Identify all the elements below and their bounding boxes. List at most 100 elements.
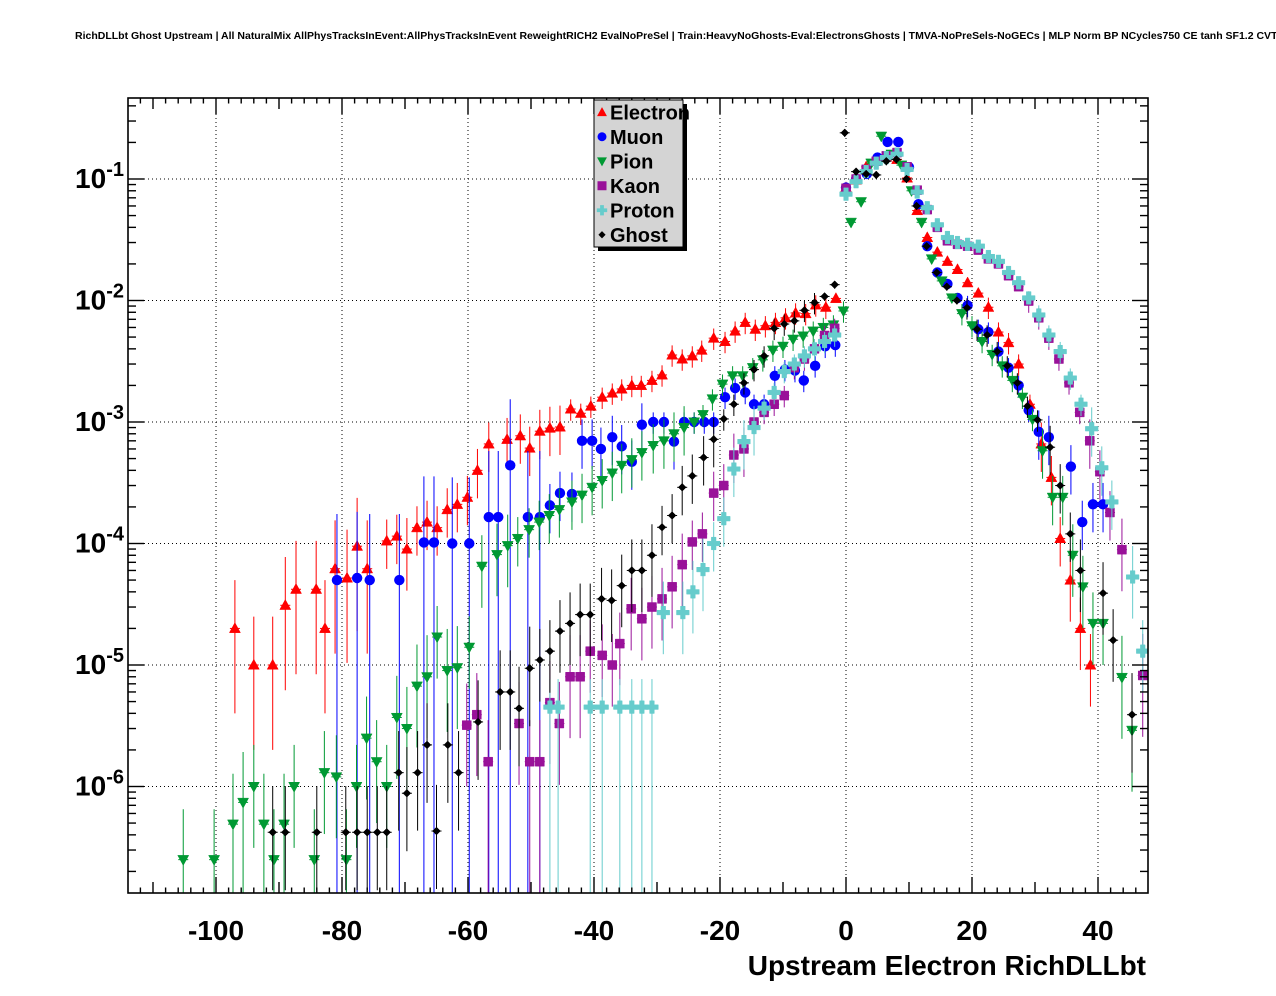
marker-pion	[596, 476, 609, 487]
legend-item-proton: Proton	[596, 200, 674, 222]
marker-electron	[635, 379, 648, 390]
marker-proton	[849, 175, 863, 189]
marker-kaon	[554, 718, 565, 729]
series-kaon	[461, 147, 1148, 893]
marker-pion	[1066, 550, 1079, 562]
marker-pion	[817, 322, 830, 334]
marker-proton	[930, 218, 944, 232]
marker-electron	[686, 349, 699, 361]
marker-ghost	[1108, 635, 1118, 645]
marker-ghost	[688, 471, 697, 481]
marker-pion	[257, 819, 270, 831]
marker-pion	[615, 460, 628, 472]
legend-marker-muon	[597, 132, 607, 142]
y-tick-label: 10-5	[75, 645, 124, 680]
marker-electron	[554, 420, 566, 432]
marker-ghost	[830, 280, 839, 289]
marker-kaon	[626, 604, 636, 614]
data-points	[177, 128, 1148, 893]
marker-electron	[1064, 573, 1077, 585]
marker-pion	[625, 455, 638, 466]
marker-ghost	[268, 828, 277, 837]
marker-electron	[421, 515, 433, 527]
marker-electron	[1074, 622, 1087, 633]
marker-kaon	[472, 709, 482, 720]
marker-pion	[227, 819, 239, 831]
marker-ghost	[942, 282, 952, 291]
marker-ghost	[627, 566, 637, 575]
marker-proton	[717, 512, 731, 526]
marker-pion	[308, 855, 321, 866]
legend-box	[593, 99, 684, 248]
marker-pion	[511, 533, 524, 545]
marker-pion	[350, 782, 363, 793]
marker-muon	[607, 431, 618, 443]
marker-electron	[482, 437, 495, 449]
legend-marker-proton	[596, 205, 608, 216]
marker-ghost	[373, 828, 382, 837]
marker-pion	[421, 672, 433, 684]
marker-electron	[564, 402, 577, 414]
marker-proton	[727, 462, 741, 476]
marker-muon	[522, 511, 534, 523]
plot-title: RichDLLbt Ghost Upstream | All NaturalMi…	[75, 30, 1276, 42]
marker-ghost	[362, 828, 372, 837]
marker-pion	[586, 482, 599, 494]
y-tick-label: 10-2	[75, 281, 124, 316]
marker-ghost	[565, 619, 575, 628]
marker-kaon	[1105, 507, 1115, 518]
marker-kaon	[615, 638, 625, 649]
marker-proton	[787, 357, 801, 371]
legend-marker-pion	[597, 157, 607, 167]
marker-electron	[625, 379, 638, 390]
marker-muon	[447, 538, 458, 549]
marker-ghost	[454, 768, 463, 777]
marker-ghost	[892, 155, 901, 164]
legend-item-ghost: Ghost	[598, 225, 668, 247]
marker-ghost	[820, 292, 829, 301]
marker-proton	[1022, 291, 1036, 305]
marker-pion	[777, 341, 789, 353]
marker-muon	[809, 360, 821, 372]
legend-marker-kaon	[597, 181, 607, 191]
marker-ghost	[932, 268, 941, 277]
marker-pion	[935, 276, 948, 288]
marker-electron	[707, 331, 720, 343]
marker-electron	[719, 335, 731, 346]
marker-muon	[636, 419, 648, 430]
marker-pion	[411, 681, 423, 693]
marker-muon	[576, 435, 588, 447]
marker-electron	[666, 348, 679, 360]
marker-ghost	[1013, 378, 1022, 388]
x-tick-label: -100	[188, 915, 244, 946]
marker-ghost	[780, 319, 789, 329]
marker-electron	[471, 464, 484, 475]
x-tick-label: 0	[838, 915, 854, 946]
marker-ghost	[473, 717, 483, 727]
marker-pion	[966, 321, 978, 332]
marker-electron	[514, 429, 527, 441]
marker-proton	[1085, 422, 1099, 436]
marker-electron	[1054, 532, 1067, 543]
marker-ghost	[840, 128, 849, 138]
marker-muon	[1087, 499, 1099, 510]
marker-pion	[400, 724, 413, 735]
marker-proton	[1042, 328, 1056, 342]
marker-electron	[380, 534, 393, 546]
marker-ghost	[443, 740, 453, 750]
marker-pion	[463, 642, 476, 654]
marker-kaon	[667, 582, 677, 592]
marker-pion	[268, 855, 280, 866]
marker-muon	[464, 538, 475, 549]
marker-pion	[678, 423, 691, 434]
marker-proton	[737, 435, 751, 449]
marker-electron	[523, 441, 536, 453]
marker-ghost	[607, 596, 616, 605]
marker-proton	[595, 700, 609, 714]
marker-kaon	[483, 756, 493, 767]
marker-pion	[1046, 492, 1059, 504]
marker-pion	[976, 336, 989, 348]
marker-muon	[493, 511, 504, 523]
marker-pion	[340, 855, 353, 866]
y-tick-label: 10-3	[75, 402, 124, 437]
